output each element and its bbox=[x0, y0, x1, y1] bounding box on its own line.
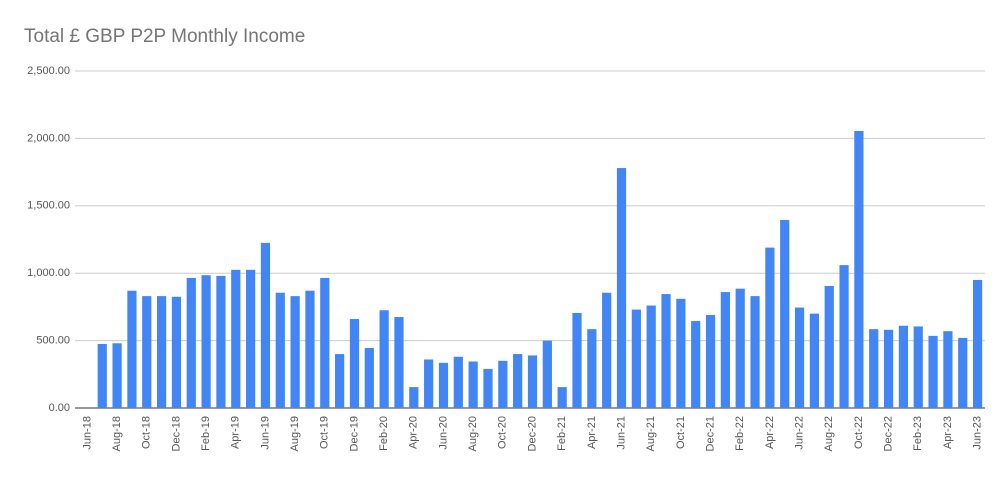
bar bbox=[765, 247, 775, 408]
bar bbox=[958, 337, 968, 408]
x-tick-label: Dec-22 bbox=[882, 416, 894, 451]
x-tick-label: Aug-20 bbox=[467, 416, 479, 451]
bar bbox=[483, 368, 493, 408]
bar bbox=[498, 360, 508, 408]
bar bbox=[364, 348, 374, 408]
x-tick-label: Apr-22 bbox=[764, 416, 776, 449]
bar bbox=[127, 290, 137, 408]
bar bbox=[260, 242, 271, 408]
bar bbox=[883, 329, 894, 408]
bar bbox=[156, 296, 167, 408]
x-tick-label: Jun-18 bbox=[81, 416, 93, 450]
x-tick-label: Aug-18 bbox=[111, 416, 123, 451]
bar bbox=[898, 325, 909, 408]
x-tick-label: Jun-21 bbox=[615, 416, 627, 450]
bar bbox=[290, 296, 300, 408]
bar bbox=[112, 343, 122, 408]
x-tick-label: Apr-21 bbox=[586, 416, 598, 449]
bar bbox=[705, 314, 716, 408]
bar bbox=[142, 296, 152, 408]
y-tick-label: 2,000.00 bbox=[27, 132, 70, 144]
bar bbox=[246, 269, 256, 408]
bar bbox=[587, 329, 597, 408]
x-tick-label: Feb-20 bbox=[378, 416, 390, 451]
bar bbox=[972, 279, 983, 408]
bar bbox=[824, 286, 834, 408]
bar bbox=[557, 387, 567, 408]
bar bbox=[780, 219, 790, 408]
bar bbox=[720, 292, 730, 408]
bar bbox=[913, 326, 923, 408]
bar bbox=[602, 292, 612, 408]
x-tick-label: Jun-23 bbox=[971, 416, 983, 450]
x-tick-label: Apr-19 bbox=[230, 416, 242, 449]
bar bbox=[869, 329, 879, 408]
x-tick-label: Feb-22 bbox=[734, 416, 746, 451]
bar bbox=[750, 296, 760, 408]
bar bbox=[171, 296, 182, 408]
y-tick-label: 0.00 bbox=[49, 402, 70, 414]
bar bbox=[943, 331, 953, 408]
x-tick-label: Feb-19 bbox=[200, 416, 212, 451]
x-tick-label: Aug-22 bbox=[823, 416, 835, 451]
bar bbox=[320, 277, 330, 408]
bar bbox=[335, 354, 345, 408]
bar bbox=[542, 340, 552, 408]
bar bbox=[216, 275, 226, 408]
bar bbox=[572, 312, 582, 408]
bar bbox=[186, 277, 196, 408]
bar bbox=[394, 317, 404, 408]
bar bbox=[453, 356, 463, 408]
bar bbox=[527, 355, 538, 408]
bar bbox=[794, 307, 805, 408]
bar bbox=[661, 294, 671, 408]
x-tick-label: Oct-19 bbox=[319, 416, 331, 449]
x-tick-label: Feb-23 bbox=[912, 416, 924, 451]
x-tick-label: Oct-20 bbox=[497, 416, 509, 449]
bar bbox=[438, 362, 449, 408]
bar bbox=[409, 387, 419, 408]
x-tick-label: Dec-18 bbox=[170, 416, 182, 451]
x-tick-label: Dec-20 bbox=[526, 416, 538, 451]
bar bbox=[468, 361, 478, 408]
bar bbox=[305, 290, 315, 408]
bar bbox=[275, 292, 285, 408]
bar bbox=[631, 309, 641, 408]
bar bbox=[201, 275, 211, 408]
bar bbox=[513, 354, 523, 408]
x-tick-label: Dec-19 bbox=[348, 416, 360, 451]
bar bbox=[676, 298, 686, 408]
x-tick-label: Aug-19 bbox=[289, 416, 301, 451]
x-tick-label: Jun-22 bbox=[793, 416, 805, 450]
bar bbox=[928, 335, 938, 408]
x-tick-label: Oct-21 bbox=[675, 416, 687, 449]
x-tick-label: Apr-20 bbox=[408, 416, 420, 449]
x-tick-label: Apr-23 bbox=[942, 416, 954, 449]
x-tick-label: Feb-21 bbox=[556, 416, 568, 451]
bar bbox=[97, 343, 107, 408]
bar bbox=[349, 319, 360, 408]
bar bbox=[735, 288, 745, 408]
y-tick-label: 1,500.00 bbox=[27, 200, 70, 212]
chart-title: Total £ GBP P2P Monthly Income bbox=[24, 26, 305, 47]
y-tick-label: 1,000.00 bbox=[27, 267, 70, 279]
bar bbox=[854, 130, 864, 408]
y-tick-label: 2,500.00 bbox=[27, 65, 70, 77]
bar bbox=[424, 359, 434, 408]
x-tick-label: Oct-22 bbox=[853, 416, 865, 449]
x-tick-label: Jun-19 bbox=[259, 416, 271, 450]
x-tick-label: Oct-18 bbox=[141, 416, 153, 449]
x-tick-label: Aug-21 bbox=[645, 416, 657, 451]
bar bbox=[809, 313, 819, 408]
bar bbox=[839, 265, 849, 408]
bar bbox=[646, 305, 656, 408]
bar bbox=[616, 168, 627, 408]
x-tick-label: Dec-21 bbox=[704, 416, 716, 451]
y-tick-label: 500.00 bbox=[36, 335, 70, 347]
x-tick-label: Jun-20 bbox=[437, 416, 449, 450]
bar bbox=[231, 269, 241, 408]
bar bbox=[691, 321, 701, 408]
bar bbox=[379, 310, 389, 408]
